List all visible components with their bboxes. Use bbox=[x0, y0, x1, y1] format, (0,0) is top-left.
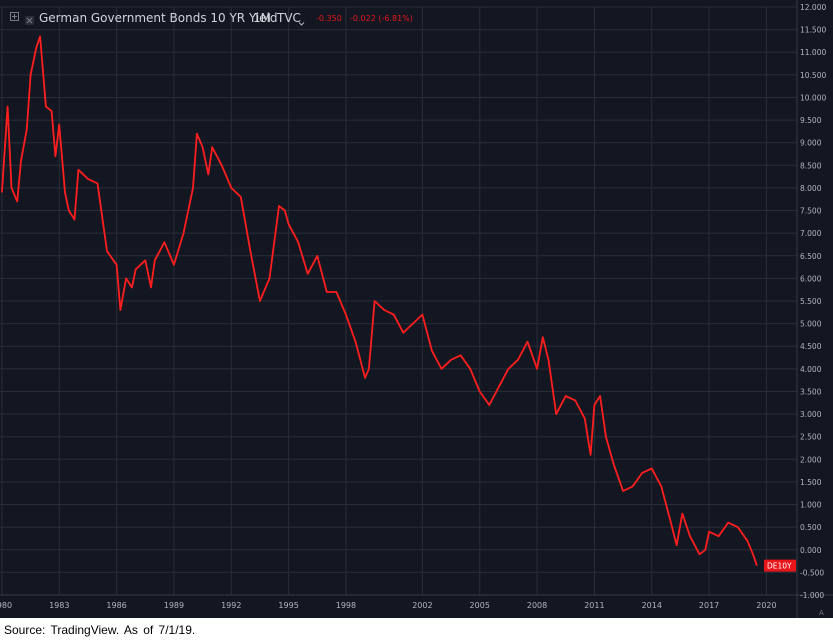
y-tick-label: 2.000 bbox=[800, 455, 822, 464]
y-tick-label: 3.000 bbox=[800, 410, 822, 419]
x-axis: 1980 1983 1986 1989 1992 1995 1998 2002 2005 2008… bbox=[0, 601, 777, 610]
y-tick-label: 6.500 bbox=[800, 252, 822, 261]
x-tick-label: 2014 bbox=[642, 601, 662, 610]
y-tick-label: 2.500 bbox=[800, 433, 822, 442]
chart-panel[interactable]: 12.000 11.500 11.000 10.500 10.000 9.500 9.000… bbox=[0, 0, 833, 618]
x-tick-label: 2005 bbox=[470, 601, 490, 610]
chart-title: German Government Bonds 10 YR Yield bbox=[39, 11, 278, 25]
y-tick-label: 8.000 bbox=[800, 184, 822, 193]
x-tick-label: 1989 bbox=[164, 601, 184, 610]
y-tick-label: 6.000 bbox=[800, 274, 822, 283]
x-tick-label: 2020 bbox=[756, 601, 776, 610]
x-tick-label: 2011 bbox=[584, 601, 604, 610]
chevron-down-icon[interactable] bbox=[298, 14, 305, 26]
last-price-tag: DE10Y bbox=[764, 559, 796, 572]
y-tick-label: 0.500 bbox=[800, 523, 822, 532]
y-tick-label: 3.500 bbox=[800, 387, 822, 396]
source-note: Source: TradingView. As of 7/1/19. bbox=[4, 623, 196, 637]
y-axis: 12.000 11.500 11.000 10.500 10.000 9.500 9.000… bbox=[800, 3, 826, 600]
x-tick-label: 1983 bbox=[49, 601, 69, 610]
y-tick-label: 9.500 bbox=[800, 116, 822, 125]
y-tick-label: 10.000 bbox=[800, 93, 826, 102]
y-tick-label: 1.000 bbox=[800, 501, 822, 510]
a-letter-icon[interactable]: A bbox=[817, 604, 827, 617]
x-tick-label: 1998 bbox=[336, 601, 356, 610]
x-tick-label: 1986 bbox=[106, 601, 126, 610]
y-tick-label: 8.500 bbox=[800, 161, 822, 170]
x-tick-label: 2008 bbox=[527, 601, 547, 610]
y-tick-label: 11.000 bbox=[800, 48, 826, 57]
y-tick-label: 1.500 bbox=[800, 478, 822, 487]
svg-text:A: A bbox=[819, 609, 824, 617]
y-tick-label: 9.000 bbox=[800, 139, 822, 148]
y-tick-label: 12.000 bbox=[800, 3, 826, 12]
grid-lines bbox=[0, 0, 833, 618]
y-tick-label: 4.000 bbox=[800, 365, 822, 374]
plus-box-icon[interactable] bbox=[10, 12, 19, 21]
x-tick-label: 1995 bbox=[278, 601, 298, 610]
interval-button[interactable]: 1M bbox=[253, 11, 271, 25]
x-tick-label: 1992 bbox=[221, 601, 241, 610]
y-tick-label: 5.500 bbox=[800, 297, 822, 306]
x-tick-label: 2017 bbox=[699, 601, 719, 610]
last-value: -0.350 bbox=[316, 14, 342, 23]
y-tick-label: 7.500 bbox=[800, 207, 822, 216]
y-tick-label: 7.000 bbox=[800, 229, 822, 238]
y-tick-label: 0.000 bbox=[800, 546, 822, 555]
y-tick-label: 10.500 bbox=[800, 71, 826, 80]
y-tick-label: 4.500 bbox=[800, 342, 822, 351]
chart-canvas[interactable]: 12.000 11.500 11.000 10.500 10.000 9.500 9.000… bbox=[0, 0, 833, 618]
x-tick-label: 2002 bbox=[412, 601, 432, 610]
price-label-box bbox=[764, 559, 796, 572]
x-tick-label: 1980 bbox=[0, 601, 12, 610]
series-line-de10y bbox=[1, 35, 758, 566]
symbol-bar-icon bbox=[25, 12, 34, 25]
y-tick-label: -1.000 bbox=[800, 591, 824, 600]
change-value: -0.022 (-6.81%) bbox=[350, 14, 413, 23]
price-label-text: DE10Y bbox=[767, 562, 792, 571]
y-tick-label: 5.000 bbox=[800, 320, 822, 329]
y-tick-label: -0.500 bbox=[800, 568, 824, 577]
y-tick-label: 11.500 bbox=[800, 26, 826, 35]
source-selector[interactable]: TVC bbox=[277, 11, 301, 25]
